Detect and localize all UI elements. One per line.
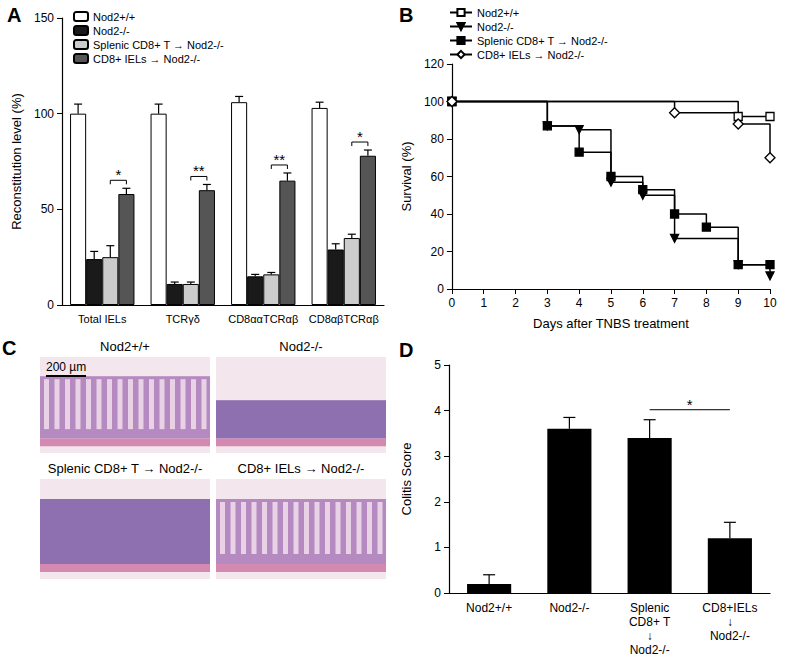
svg-text:CD8αβTCRαβ: CD8αβTCRαβ [309,313,379,325]
svg-text:CD8+ IELs → Nod2-/-: CD8+ IELs → Nod2-/- [238,461,365,476]
svg-text:D: D [399,339,413,361]
svg-text:Nod2-/-: Nod2-/- [630,643,670,657]
svg-text:4: 4 [434,404,441,418]
svg-text:CD8+IELs: CD8+IELs [702,601,757,615]
svg-text:C: C [2,337,16,359]
svg-text:Colitis Score: Colitis Score [399,443,414,516]
svg-text:8: 8 [703,296,710,310]
svg-text:Nod2-/-: Nod2-/- [549,601,589,615]
svg-text:2: 2 [434,495,441,509]
svg-text:TCRγδ: TCRγδ [166,313,200,325]
svg-text:Total IELs: Total IELs [78,313,127,325]
svg-text:↓: ↓ [647,629,653,643]
svg-text:A: A [7,4,21,26]
svg-text:Nod2-/-: Nod2-/- [710,629,750,643]
svg-text:5: 5 [434,358,441,372]
svg-text:1: 1 [434,540,441,554]
svg-text:80: 80 [431,132,445,146]
svg-text:Nod2+/+: Nod2+/+ [477,7,519,19]
svg-text:1: 1 [480,296,487,310]
svg-text:CD8ααTCRαβ: CD8ααTCRαβ [228,313,298,325]
svg-text:40: 40 [431,207,445,221]
svg-text:Splenic: Splenic [630,601,669,615]
svg-text:Nod2-/-: Nod2-/- [93,25,130,37]
svg-text:120: 120 [424,57,444,71]
svg-text:B: B [399,4,413,26]
svg-text:9: 9 [735,296,742,310]
svg-text:200 µm: 200 µm [46,360,86,374]
svg-text:Nod2+/+: Nod2+/+ [100,339,150,354]
svg-text:Nod2-/-: Nod2-/- [279,339,322,354]
svg-text:0: 0 [449,296,456,310]
svg-text:7: 7 [671,296,678,310]
svg-text:↓: ↓ [727,615,733,629]
svg-text:60: 60 [431,170,445,184]
svg-text:Nod2+/+: Nod2+/+ [466,601,512,615]
svg-text:Reconstitution level (%): Reconstitution level (%) [9,93,24,230]
svg-text:*: * [115,166,121,183]
svg-text:4: 4 [576,296,583,310]
svg-text:100: 100 [34,107,54,121]
svg-text:5: 5 [608,296,615,310]
svg-text:**: ** [274,151,286,168]
svg-text:6: 6 [639,296,646,310]
svg-text:50: 50 [41,202,55,216]
svg-text:*: * [687,396,693,413]
svg-text:100: 100 [424,95,444,109]
svg-text:Days after TNBS treatment: Days after TNBS treatment [533,316,689,331]
svg-text:2: 2 [512,296,519,310]
svg-text:3: 3 [544,296,551,310]
svg-text:Splenic CD8+ T → Nod2-/-: Splenic CD8+ T → Nod2-/- [93,39,224,51]
svg-text:0: 0 [47,298,54,312]
svg-text:*: * [357,128,363,145]
svg-text:**: ** [193,162,205,179]
svg-text:Splenic CD8+ T → Nod2-/-: Splenic CD8+ T → Nod2-/- [48,461,203,476]
svg-text:Survival (%): Survival (%) [399,141,414,211]
svg-text:Splenic CD8+ T → Nod2-/-: Splenic CD8+ T → Nod2-/- [477,35,608,47]
svg-text:0: 0 [434,586,441,600]
svg-text:CD8+ IELs → Nod2-/-: CD8+ IELs → Nod2-/- [477,49,585,61]
svg-text:CD8+ T: CD8+ T [629,615,671,629]
svg-text:3: 3 [434,449,441,463]
svg-text:Nod2+/+: Nod2+/+ [93,11,135,23]
svg-text:10: 10 [763,296,777,310]
svg-text:Nod2-/-: Nod2-/- [477,21,514,33]
svg-text:0: 0 [437,282,444,296]
svg-text:CD8+ IELs → Nod2-/-: CD8+ IELs → Nod2-/- [93,53,201,65]
svg-text:20: 20 [431,245,445,259]
svg-text:150: 150 [34,11,54,25]
